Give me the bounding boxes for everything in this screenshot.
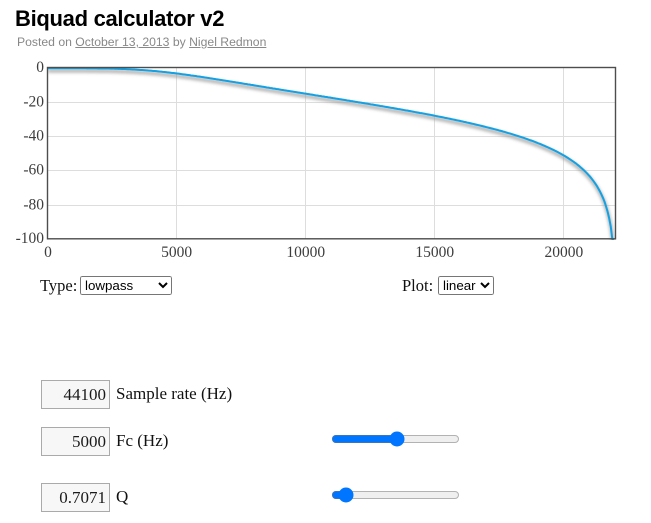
svg-text:15000: 15000 bbox=[415, 244, 454, 261]
svg-text:10000: 10000 bbox=[286, 244, 325, 261]
svg-text:-80: -80 bbox=[23, 196, 44, 213]
svg-text:-100: -100 bbox=[16, 230, 45, 247]
svg-text:-20: -20 bbox=[23, 94, 44, 111]
svg-text:5000: 5000 bbox=[161, 244, 192, 261]
svg-text:0: 0 bbox=[44, 244, 52, 261]
svg-text:0: 0 bbox=[36, 59, 44, 76]
svg-text:20000: 20000 bbox=[545, 244, 584, 261]
svg-text:-60: -60 bbox=[23, 162, 44, 179]
svg-text:-40: -40 bbox=[23, 128, 44, 145]
